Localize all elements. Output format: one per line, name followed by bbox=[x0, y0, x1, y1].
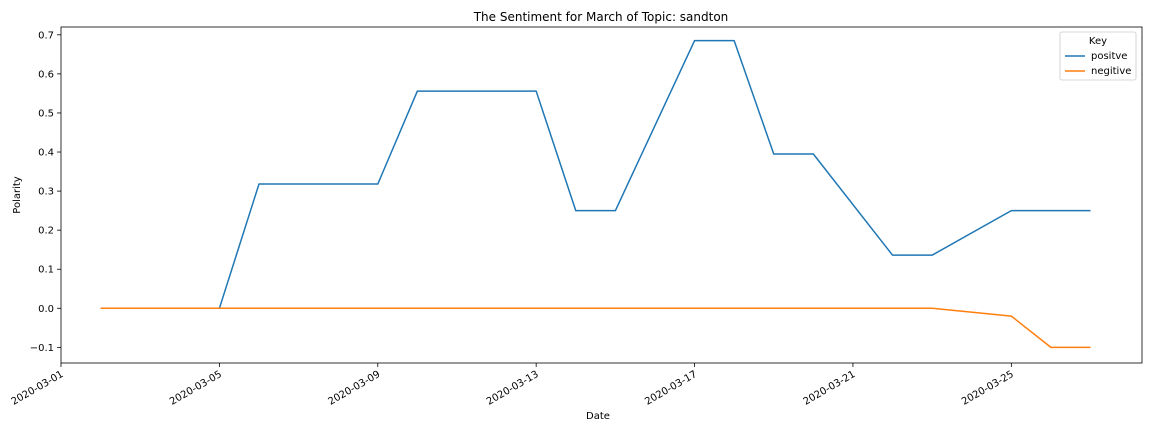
y-tick-label: 0.0 bbox=[38, 304, 54, 315]
x-axis-label: Date bbox=[586, 411, 610, 422]
y-tick-label: 0.7 bbox=[38, 30, 54, 41]
x-tick-label: 2020-03-09 bbox=[326, 369, 382, 408]
x-tick-label: 2020-03-01 bbox=[10, 369, 66, 408]
y-axis-ticks: 0.7 0.6 0.5 0.4 0.3 0.2 0.1 0.0 −0.1 bbox=[30, 30, 61, 354]
y-axis-label: Polarity bbox=[12, 176, 23, 214]
series-line-positve bbox=[100, 39, 1091, 310]
x-axis-ticks: 2020-03-01 2020-03-05 2020-03-09 2020-03-13… bbox=[10, 363, 1016, 408]
legend-label-negitive: negitive bbox=[1091, 66, 1131, 77]
y-tick-label: 0.6 bbox=[38, 69, 54, 80]
series-line-negitive bbox=[100, 307, 1091, 349]
legend-label-positve: positve bbox=[1091, 51, 1127, 62]
x-tick-label: 2020-03-05 bbox=[168, 369, 224, 408]
x-tick-label: 2020-03-17 bbox=[643, 369, 699, 408]
x-tick-label: 2020-03-13 bbox=[485, 369, 541, 408]
y-tick-label: −0.1 bbox=[30, 343, 54, 354]
legend-box bbox=[1059, 31, 1137, 81]
y-tick-label: 0.1 bbox=[38, 265, 54, 276]
legend-title: Key bbox=[1089, 36, 1107, 47]
chart-title: The Sentiment for March of Topic: sandto… bbox=[473, 10, 729, 24]
x-tick-label: 2020-03-25 bbox=[960, 369, 1016, 408]
y-tick-label: 0.4 bbox=[38, 148, 54, 159]
plot-area bbox=[60, 26, 1143, 364]
y-tick-label: 0.2 bbox=[38, 226, 54, 237]
y-tick-label: 0.3 bbox=[38, 187, 54, 198]
legend: Key positve negitive bbox=[1059, 31, 1137, 81]
series-layer bbox=[100, 39, 1091, 349]
y-tick-label: 0.5 bbox=[38, 108, 54, 119]
x-tick-label: 2020-03-21 bbox=[802, 369, 858, 408]
